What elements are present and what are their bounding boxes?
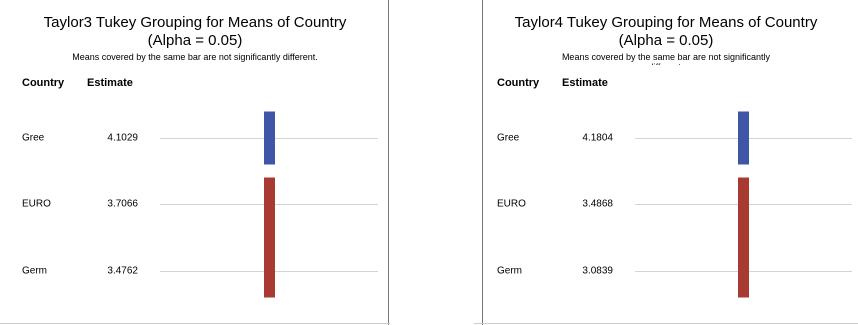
estimate-value: 3.0839 [582,265,613,277]
group-bar [738,177,749,298]
group-bar [738,111,749,165]
estimate-value: 4.1804 [582,132,613,144]
panel: Taylor3 Tukey Grouping for Means of Coun… [0,0,390,325]
country-label: Germ [22,265,47,277]
chart-subtitle: (Alpha = 0.05) [618,32,714,49]
column-header: Country [497,77,540,89]
group-bar [264,111,275,165]
country-label: Gree [22,132,45,144]
panel-graphics [474,0,858,325]
chart-subtitle: (Alpha = 0.05) [147,32,243,49]
chart-note: Means covered by the same bar are not si… [561,52,771,65]
chart-title: Taylor4 Tukey Grouping for Means of Coun… [514,14,818,31]
estimate-value: 4.1029 [107,132,138,144]
estimate-value: 3.4762 [107,265,138,277]
column-header: Estimate [87,77,133,89]
country-label: Gree [497,132,520,144]
column-header: Country [22,77,65,89]
estimate-value: 3.7066 [107,198,138,210]
chart-note: Means covered by the same bar are not si… [72,52,318,62]
column-header: Estimate [562,77,608,89]
country-label: EURO [497,198,526,210]
country-label: Germ [497,265,522,277]
estimate-value: 3.4868 [582,198,613,210]
group-bar [264,177,275,298]
panel: Taylor4 Tukey Grouping for Means of Coun… [474,0,858,325]
chart-title: Taylor3 Tukey Grouping for Means of Coun… [43,14,347,31]
panel-graphics [0,0,390,325]
country-label: EURO [22,198,51,210]
